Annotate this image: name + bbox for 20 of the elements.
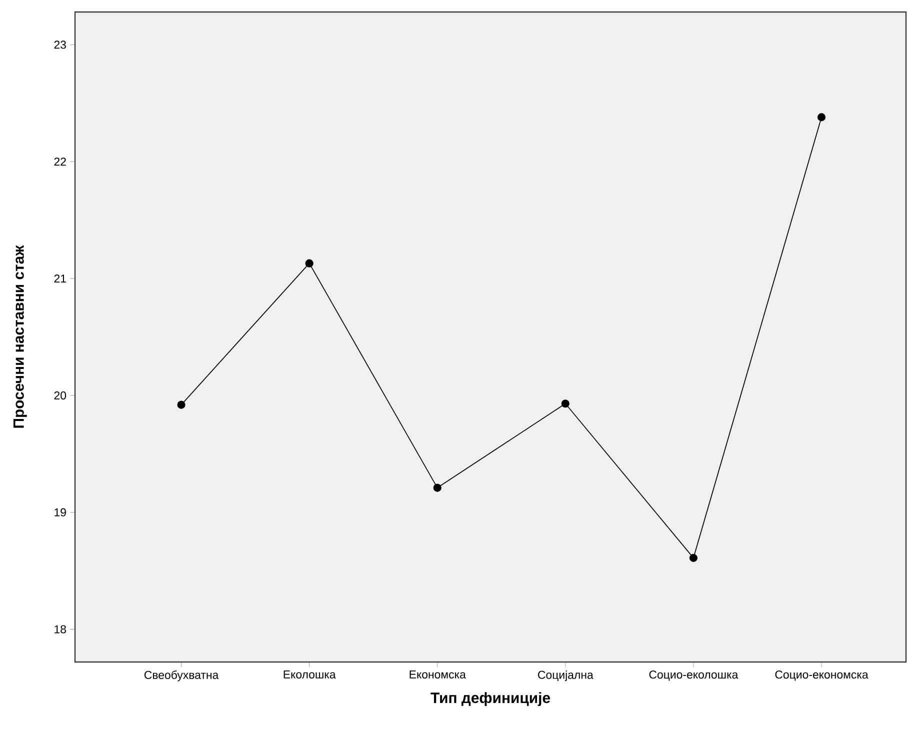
point (817, 113, 826, 122)
point (177, 400, 186, 409)
y-tick-label: 22 (54, 158, 66, 166)
y-tick-label: 18 (54, 625, 66, 634)
y-tick-label: 21 (54, 274, 66, 283)
x-tick-label: Социо-еколошка (649, 670, 738, 681)
x-tick-label: Социо-економска (775, 670, 868, 681)
x-tick-label: Еколошка (284, 670, 336, 678)
y-tick-label: 23 (54, 40, 66, 49)
y-axis-title: Просечни наставни стаж (13, 245, 27, 428)
x-tick-label: Економска (410, 670, 466, 678)
point (689, 554, 698, 562)
y-tick-label: 20 (54, 391, 66, 400)
x-axis-title: Тип дефиниције (430, 692, 550, 706)
x-tick-label: Свеобухватна (144, 670, 219, 682)
x-tick-label: Социјална (538, 670, 594, 682)
y-tick-label: 19 (54, 508, 66, 516)
point (433, 484, 442, 492)
point (305, 259, 314, 268)
point (561, 400, 570, 408)
